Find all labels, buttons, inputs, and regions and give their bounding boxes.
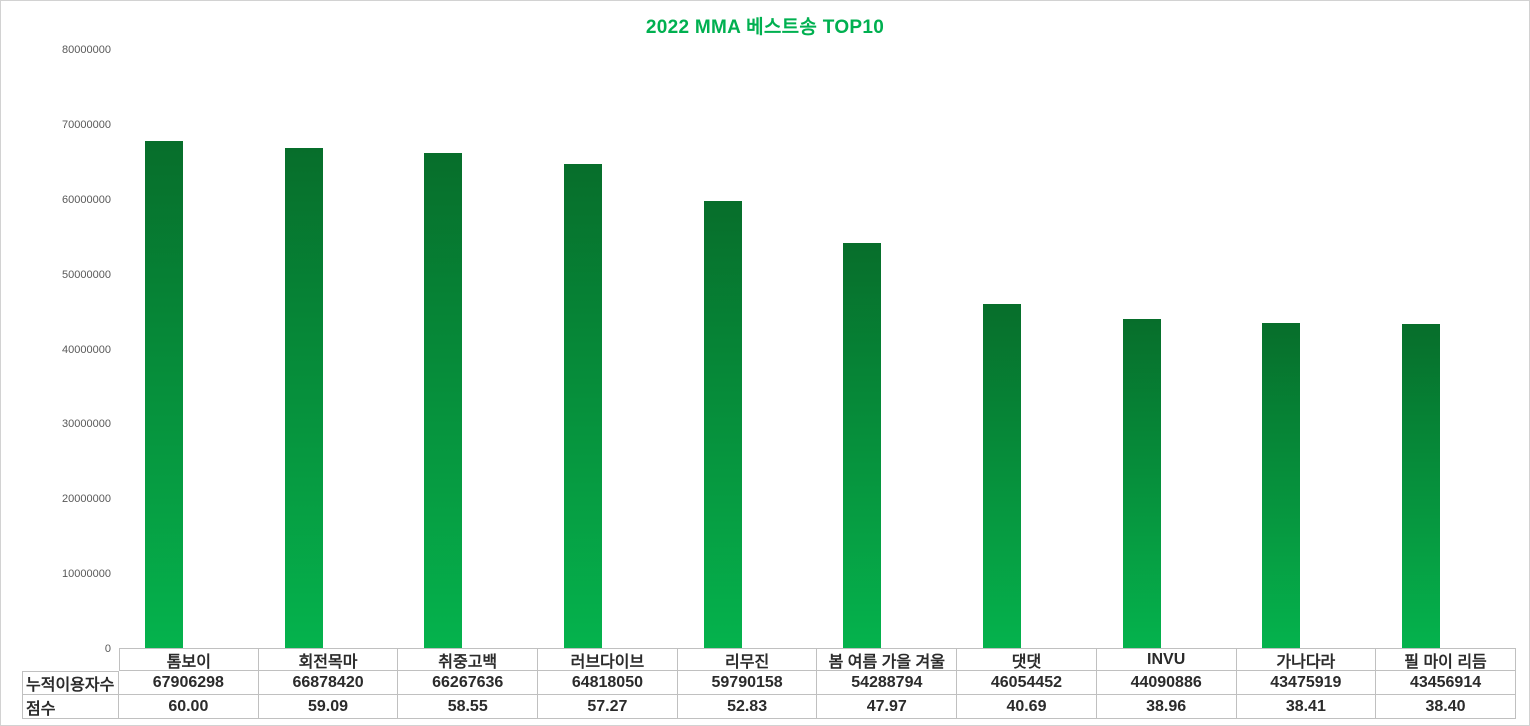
table-header-row: 톰보이 회전목마 취중고백 러브다이브 리무진 봄 여름 가을 겨울 댓댓 INVU 가나다라 필… xyxy=(22,648,1516,671)
value-cell: 38.96 xyxy=(1096,695,1237,719)
value-cell: 43456914 xyxy=(1376,671,1516,695)
value-cell: 38.41 xyxy=(1236,695,1377,719)
bar-댓댓 xyxy=(983,304,1022,649)
category-header-cell: 가나다라 xyxy=(1236,648,1377,671)
bar-러브다이브 xyxy=(563,163,602,649)
category-header-cell: INVU xyxy=(1096,648,1237,671)
category-header-cell: 톰보이 xyxy=(119,648,259,671)
y-axis-tick-label: 60000000 xyxy=(62,193,111,206)
category-header-cell: 리무진 xyxy=(677,648,818,671)
y-axis-tick-label: 80000000 xyxy=(62,44,111,56)
y-axis-tick-label: 0 xyxy=(104,643,111,655)
value-cell: 40.69 xyxy=(957,695,1097,719)
value-cell: 43475919 xyxy=(1236,671,1377,695)
row-label-cell: 점수 xyxy=(22,695,119,719)
bar-봄 여름 가을 겨울 xyxy=(843,242,882,649)
category-header-cell: 필 마이 리듬 xyxy=(1376,648,1516,671)
value-cell: 47.97 xyxy=(817,695,958,719)
value-cell: 44090886 xyxy=(1096,671,1237,695)
category-header-cell: 러브다이브 xyxy=(538,648,678,671)
value-cell: 66267636 xyxy=(398,671,539,695)
value-cell: 59.09 xyxy=(258,695,399,719)
value-cell: 64818050 xyxy=(538,671,678,695)
y-axis-tick-label: 30000000 xyxy=(62,418,111,431)
value-cell: 46054452 xyxy=(957,671,1097,695)
y-axis-tick-label: 50000000 xyxy=(62,268,111,281)
y-axis-tick-label: 40000000 xyxy=(62,343,111,356)
value-cell: 52.83 xyxy=(677,695,818,719)
row-label-cell: 누적이용자수 xyxy=(22,671,119,695)
value-cell: 67906298 xyxy=(119,671,259,695)
bar-가나다라 xyxy=(1262,323,1301,649)
value-cell: 38.40 xyxy=(1376,695,1516,719)
category-header-cell: 봄 여름 가을 겨울 xyxy=(817,648,958,671)
value-cell: 54288794 xyxy=(817,671,958,695)
table-row-점수: 점수 60.00 59.09 58.55 57.27 52.83 47.97 40.69 38.… xyxy=(22,695,1516,719)
bar-회전목마 xyxy=(284,148,323,649)
bar-필 마이 리듬 xyxy=(1402,323,1441,649)
value-cell: 60.00 xyxy=(119,695,259,719)
value-cell: 58.55 xyxy=(398,695,539,719)
table-corner-spacer xyxy=(22,648,119,671)
value-cell: 59790158 xyxy=(677,671,818,695)
value-cell: 66878420 xyxy=(258,671,399,695)
bar-INVU xyxy=(1122,318,1161,649)
bar-톰보이 xyxy=(144,140,183,649)
y-axis-tick-label: 10000000 xyxy=(62,568,111,581)
category-header-cell: 회전목마 xyxy=(258,648,399,671)
y-axis-tick-label: 70000000 xyxy=(62,118,111,131)
chart-title: 2022 MMA 베스트송 TOP10 xyxy=(645,17,885,38)
table-row-누적이용자수: 누적이용자수 67906298 66878420 66267636 64818050 59… xyxy=(22,671,1516,695)
data-table: 톰보이 회전목마 취중고백 러브다이브 리무진 봄 여름 가을 겨울 댓댓 INVU 가나다라 필… xyxy=(22,648,1516,719)
bar-취중고백 xyxy=(424,152,463,649)
category-header-cell: 취중고백 xyxy=(398,648,539,671)
value-cell: 57.27 xyxy=(538,695,678,719)
y-axis-tick-label: 20000000 xyxy=(62,493,111,506)
bar-리무진 xyxy=(703,201,742,649)
category-header-cell: 댓댓 xyxy=(957,648,1097,671)
